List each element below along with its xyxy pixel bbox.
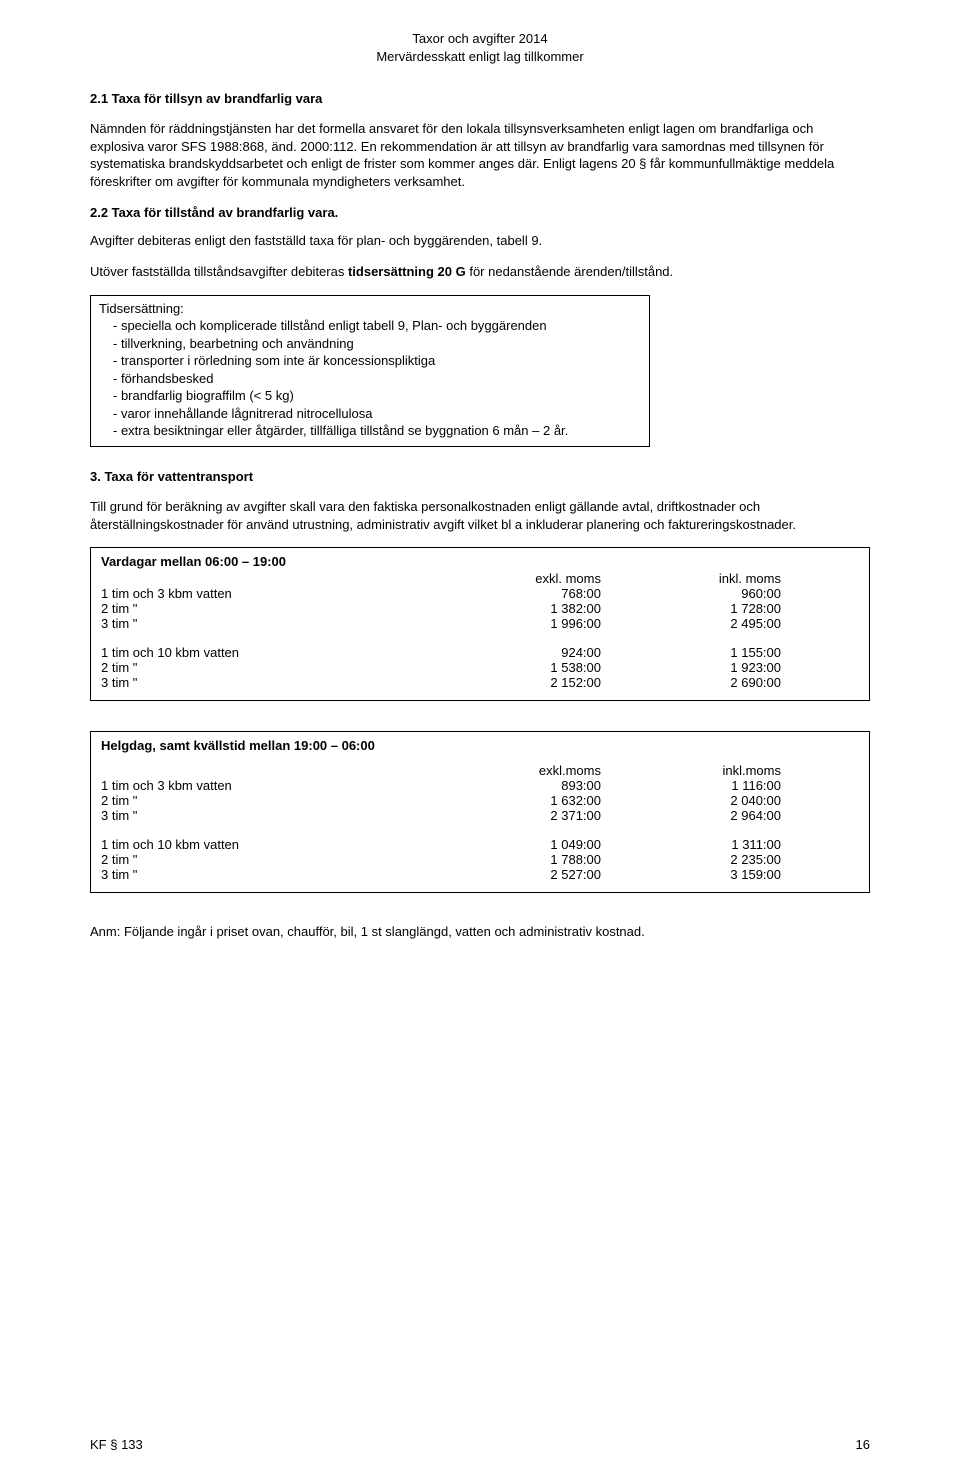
page-header: Taxor och avgifter 2014 Mervärdesskatt e… <box>90 30 870 66</box>
box-bullet-list: speciella och komplicerade tillstånd enl… <box>99 317 641 440</box>
tidsersattning-box: Tidsersättning: speciella och komplicera… <box>90 295 650 447</box>
weekday-group-2: 1 tim och 10 kbm vatten924:001 155:00 2 … <box>101 645 859 690</box>
price-row: 2 tim "1 382:001 728:00 <box>101 601 859 616</box>
para2-post: för nedanstående ärenden/tillstånd. <box>466 264 673 279</box>
section-2-1-paragraph: Nämnden för räddningstjänsten har det fo… <box>90 120 870 190</box>
note-text: Anm: Följande ingår i priset ovan, chauf… <box>90 923 870 941</box>
list-item: varor innehållande lågnitrerad nitrocell… <box>113 405 641 423</box>
price-row: 3 tim "2 152:002 690:00 <box>101 675 859 690</box>
price-row: 3 tim "2 371:002 964:00 <box>101 808 859 823</box>
price-row: 3 tim "2 527:003 159:00 <box>101 867 859 882</box>
holiday-group-2: 1 tim och 10 kbm vatten1 049:001 311:00 … <box>101 837 859 882</box>
list-item: transporter i rörledning som inte är kon… <box>113 352 641 370</box>
weekday-group-1: 1 tim och 3 kbm vatten768:00960:00 2 tim… <box>101 586 859 631</box>
footer-left: KF § 133 <box>90 1437 143 1452</box>
list-item: speciella och komplicerade tillstånd enl… <box>113 317 641 335</box>
section-2-1-heading: 2.1 Taxa för tillsyn av brandfarlig vara <box>90 91 870 106</box>
section-2-2-paragraph-1: Avgifter debiteras enligt den fastställd… <box>90 232 870 250</box>
list-item: extra besiktningar eller åtgärder, tillf… <box>113 422 641 440</box>
col-excl: exkl. moms <box>421 571 601 586</box>
section-3-paragraph: Till grund för beräkning av avgifter ska… <box>90 498 870 533</box>
col-excl: exkl.moms <box>421 763 601 778</box>
price-row: 1 tim och 10 kbm vatten1 049:001 311:00 <box>101 837 859 852</box>
page-footer: KF § 133 16 <box>90 1437 870 1452</box>
col-incl: inkl.moms <box>601 763 781 778</box>
para2-pre: Utöver fastställda tillståndsavgifter de… <box>90 264 348 279</box>
section-2-2-paragraph-2: Utöver fastställda tillståndsavgifter de… <box>90 263 870 281</box>
price-row: 2 tim "1 788:002 235:00 <box>101 852 859 867</box>
price-row: 2 tim "1 632:002 040:00 <box>101 793 859 808</box>
document-page: Taxor och avgifter 2014 Mervärdesskatt e… <box>0 0 960 1477</box>
header-line-2: Mervärdesskatt enligt lag tillkommer <box>90 48 870 66</box>
col-incl: inkl. moms <box>601 571 781 586</box>
list-item: tillverkning, bearbetning och användning <box>113 335 641 353</box>
section-2-2-heading: 2.2 Taxa för tillstånd av brandfarlig va… <box>90 205 870 220</box>
price-row: 3 tim "1 996:002 495:00 <box>101 616 859 631</box>
para2-bold: tidsersättning 20 G <box>348 264 466 279</box>
price-row: 2 tim "1 538:001 923:00 <box>101 660 859 675</box>
holiday-group-1: 1 tim och 3 kbm vatten893:001 116:00 2 t… <box>101 778 859 823</box>
weekday-title: Vardagar mellan 06:00 – 19:00 <box>101 554 859 569</box>
price-row: 1 tim och 3 kbm vatten768:00960:00 <box>101 586 859 601</box>
holiday-title: Helgdag, samt kvällstid mellan 19:00 – 0… <box>101 738 859 753</box>
list-item: brandfarlig biograffilm (< 5 kg) <box>113 387 641 405</box>
box-title: Tidsersättning: <box>99 300 641 318</box>
price-row: 1 tim och 3 kbm vatten893:001 116:00 <box>101 778 859 793</box>
table-header-row: exkl. moms inkl. moms <box>101 571 859 586</box>
list-item: förhandsbesked <box>113 370 641 388</box>
weekday-price-table: Vardagar mellan 06:00 – 19:00 exkl. moms… <box>90 547 870 701</box>
footer-page-number: 16 <box>856 1437 870 1452</box>
holiday-price-table: Helgdag, samt kvällstid mellan 19:00 – 0… <box>90 731 870 893</box>
section-3-heading: 3. Taxa för vattentransport <box>90 469 870 484</box>
price-row: 1 tim och 10 kbm vatten924:001 155:00 <box>101 645 859 660</box>
table-header-row: exkl.moms inkl.moms <box>101 763 859 778</box>
header-line-1: Taxor och avgifter 2014 <box>90 30 870 48</box>
